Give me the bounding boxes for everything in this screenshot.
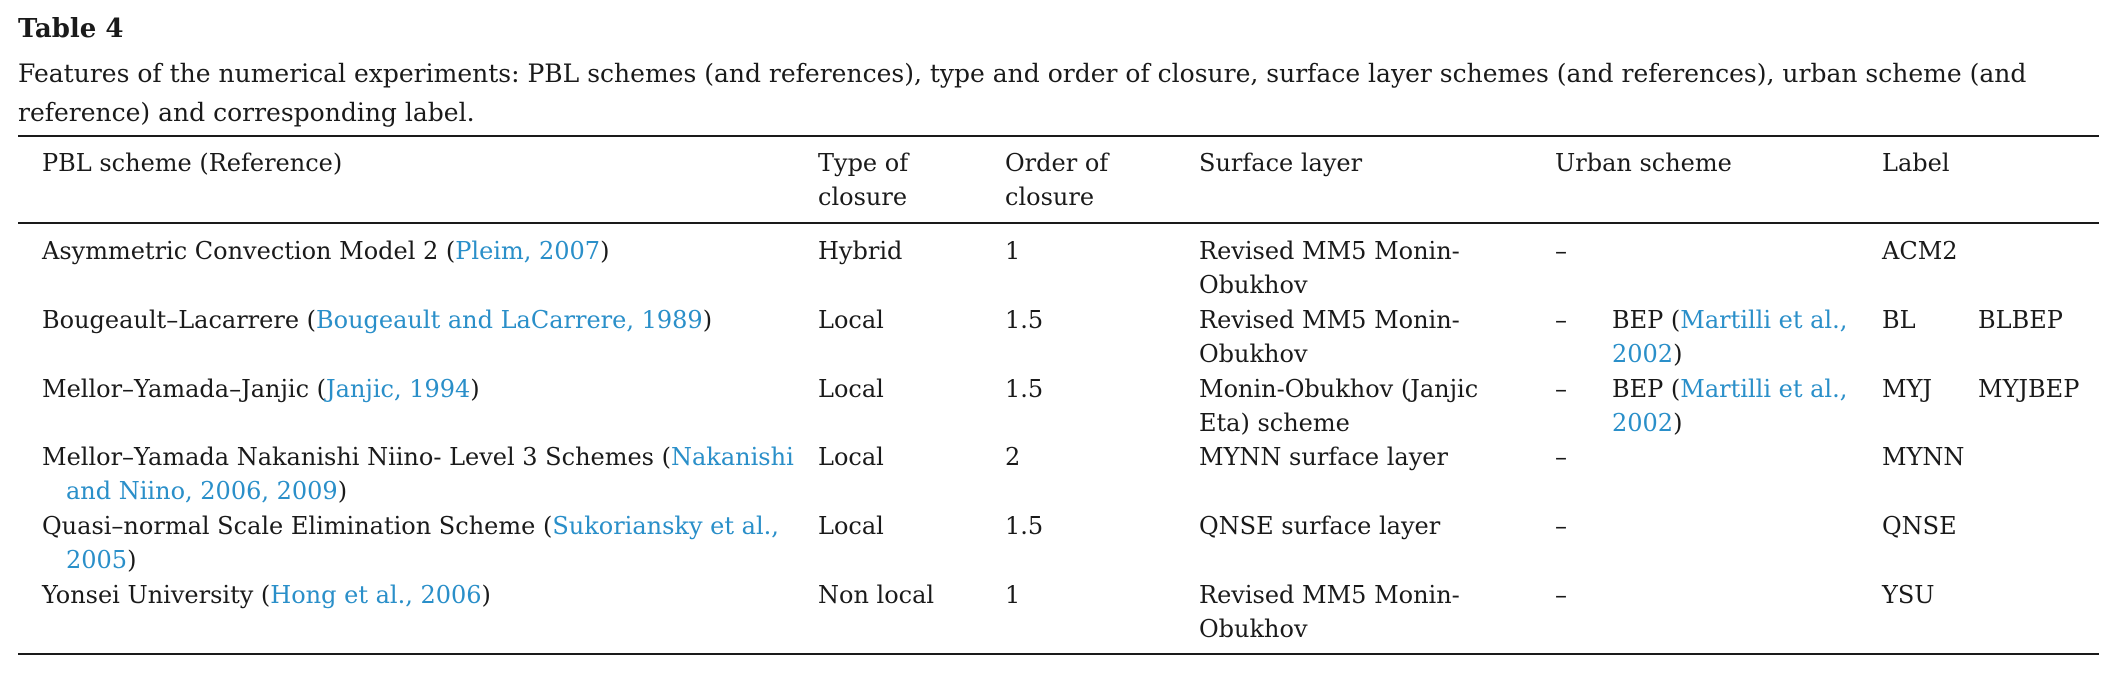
row-urban-dash: – [1555, 443, 1567, 471]
row-urban-dash: – [1555, 237, 1567, 265]
reference-link[interactable]: Bougeault and LaCarrere, 1989 [316, 306, 703, 334]
row-pbl-cell: Asymmetric Convection Model 2 (Pleim, 20… [42, 237, 610, 265]
reference-link[interactable]: Martilli et al., 2002 [1612, 306, 1848, 368]
header-pbl-scheme: PBL scheme (Reference) [42, 149, 343, 177]
row-order-cell: 1 [1005, 237, 1021, 265]
row-order-cell: 1.5 [1005, 375, 1044, 403]
row-label-cell: BL [1882, 306, 1916, 334]
header-rule [18, 222, 2099, 224]
row-urban-dash: – [1555, 306, 1567, 334]
row-urban-scheme-cell: BEP (Martilli et al., 2002) [1612, 375, 1848, 437]
header-order-of-closure: Order of closure [1005, 149, 1109, 211]
row-order-cell: 1 [1005, 581, 1021, 609]
row-surface-cell: MYNN surface layer [1199, 443, 1448, 471]
header-surface-layer: Surface layer [1199, 149, 1363, 177]
reference-link[interactable]: Nakanishi and Niino, 2006, 2009 [66, 443, 794, 505]
row-type-cell: Hybrid [818, 237, 903, 265]
top-rule [18, 135, 2099, 137]
row-pbl-cell: Bougeault–Lacarrere (Bougeault and LaCar… [42, 306, 713, 334]
row-label-cell: MYJ [1882, 375, 1933, 403]
row-type-cell: Local [818, 443, 884, 471]
row-pbl-cell: Mellor–Yamada Nakanishi Niino- Level 3 S… [42, 443, 794, 505]
row-urban-dash: – [1555, 512, 1567, 540]
row-pbl-cell: Quasi–normal Scale Elimination Scheme (S… [42, 512, 779, 574]
row-urban-scheme-cell: BEP (Martilli et al., 2002) [1612, 306, 1848, 368]
row-label-bep-cell: BLBEP [1978, 306, 2063, 334]
row-label-cell: ACM2 [1882, 237, 1958, 265]
row-pbl-cell: Mellor–Yamada–Janjic (Janjic, 1994) [42, 375, 480, 403]
row-label-cell: YSU [1882, 581, 1935, 609]
row-label-cell: MYNN [1882, 443, 1965, 471]
reference-link[interactable]: Janjic, 1994 [326, 375, 471, 403]
header-urban-scheme: Urban scheme [1555, 149, 1732, 177]
row-order-cell: 1.5 [1005, 512, 1044, 540]
header-label: Label [1882, 149, 1950, 177]
row-order-cell: 1.5 [1005, 306, 1044, 334]
row-surface-cell: Revised MM5 Monin-Obukhov [1199, 237, 1460, 299]
row-type-cell: Local [818, 512, 884, 540]
row-surface-cell: QNSE surface layer [1199, 512, 1441, 540]
row-urban-dash: – [1555, 375, 1567, 403]
reference-link[interactable]: Martilli et al., 2002 [1612, 375, 1848, 437]
table-caption: Features of the numerical experiments: P… [18, 59, 2027, 127]
row-type-cell: Local [818, 375, 884, 403]
reference-link[interactable]: Hong et al., 2006 [270, 581, 482, 609]
row-label-cell: QNSE [1882, 512, 1957, 540]
row-type-cell: Non local [818, 581, 935, 609]
row-type-cell: Local [818, 306, 884, 334]
row-surface-cell: Revised MM5 Monin-Obukhov [1199, 581, 1460, 643]
row-order-cell: 2 [1005, 443, 1021, 471]
row-label-bep-cell: MYJBEP [1978, 375, 2080, 403]
table-title: Table 4 [18, 14, 124, 44]
reference-link[interactable]: Sukoriansky et al., 2005 [66, 512, 779, 574]
row-pbl-cell: Yonsei University (Hong et al., 2006) [42, 581, 491, 609]
reference-link[interactable]: Pleim, 2007 [455, 237, 601, 265]
row-urban-dash: – [1555, 581, 1567, 609]
header-type-of-closure: Type of closure [818, 149, 909, 211]
row-surface-cell: Revised MM5 Monin-Obukhov [1199, 306, 1460, 368]
bottom-rule [18, 653, 2099, 655]
row-surface-cell: Monin-Obukhov (Janjic Eta) scheme [1199, 375, 1479, 437]
